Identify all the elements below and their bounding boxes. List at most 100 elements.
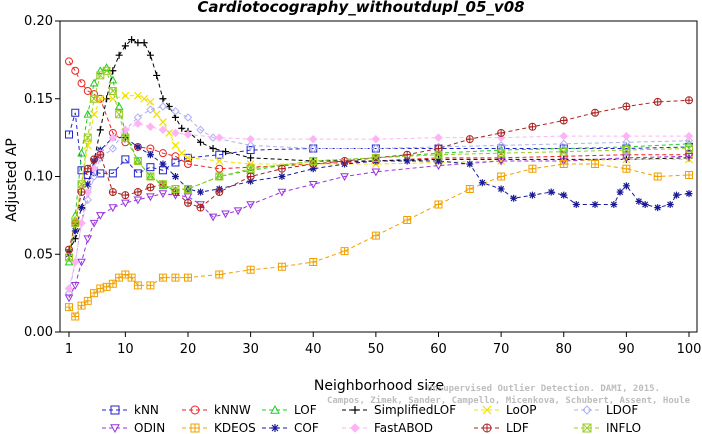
data-point-fastabod — [622, 131, 631, 141]
x-axis: 1 10 20 30 40 50 60 70 80 90 100 — [65, 332, 701, 357]
legend-label: ODIN — [134, 421, 165, 434]
data-point-cof — [641, 200, 649, 208]
data-point-inflo — [171, 184, 180, 193]
data-point-odin — [308, 180, 318, 189]
data-point-ldof — [559, 139, 568, 149]
data-point-simplifiedlof — [222, 148, 230, 156]
data-point-inflo — [497, 149, 506, 158]
data-point-kdeos — [685, 170, 693, 179]
data-point-fastabod — [158, 125, 168, 135]
data-point-ldof — [146, 105, 155, 114]
data-point-loop — [152, 110, 161, 119]
legend-item-kdeos: KDEOS — [182, 421, 256, 434]
series-inflo — [65, 66, 693, 262]
data-point-odin — [208, 213, 218, 222]
series-line-ldof — [68, 106, 690, 294]
data-point-knnw — [158, 149, 167, 158]
data-point-loop — [83, 141, 92, 150]
data-point-kdeos — [215, 270, 224, 279]
data-point-inflo — [121, 133, 130, 142]
series-ldf — [65, 96, 694, 254]
data-point-cof — [78, 204, 86, 212]
data-point-inflo — [309, 156, 318, 165]
series-line-inflo — [68, 69, 690, 258]
data-point-loop — [215, 157, 224, 165]
data-point-cof — [171, 173, 179, 180]
data-point-kdeos — [83, 296, 92, 305]
x-tick-label: 60 — [430, 342, 447, 357]
data-point-ldof — [309, 144, 318, 153]
data-point-cof — [622, 182, 630, 190]
data-point-cof — [84, 180, 92, 188]
data-point-fastabod — [108, 133, 118, 142]
data-point-lof — [684, 139, 694, 148]
data-point-fastabod — [684, 131, 694, 141]
legend-item-knnw: kNNW — [182, 403, 251, 417]
x-tick-label: 30 — [242, 342, 259, 357]
legend-label: kNN — [134, 403, 159, 417]
data-point-fastabod — [133, 119, 143, 128]
data-point-inflo — [71, 219, 80, 228]
data-point-ldf — [340, 156, 349, 165]
legend-item-simplifiedlof: SimplifiedLOF — [342, 403, 456, 417]
watermark-line-1: Unsupervised Outlier Detection. DAMI, 20… — [427, 383, 660, 394]
data-point-knn — [65, 130, 73, 139]
data-point-odin — [221, 210, 230, 219]
data-point-lof — [77, 148, 86, 157]
data-point-simplifiedlof — [121, 42, 129, 50]
data-point-ldf — [108, 188, 117, 197]
data-point-ldf — [96, 150, 105, 159]
data-point-ldf — [196, 203, 205, 212]
data-point-odin — [233, 207, 243, 216]
data-point-knn — [246, 146, 255, 155]
data-point-ldf — [215, 188, 224, 197]
data-point-odin — [183, 193, 193, 202]
data-point-loop — [171, 141, 180, 150]
legend-label: LOF — [294, 403, 317, 417]
data-point-ldf — [403, 150, 412, 159]
data-point-simplifiedlof — [159, 95, 167, 103]
y-axis-label: Adjusted AP — [4, 138, 20, 222]
legend-label: LDOF — [606, 403, 638, 417]
series-line-odin — [68, 155, 690, 299]
data-point-inflo — [102, 66, 111, 75]
data-point-fastabod — [171, 128, 180, 138]
data-point-kdeos — [465, 184, 474, 193]
data-point-simplifiedlof — [134, 39, 142, 47]
data-point-cof — [685, 190, 693, 198]
data-point-knn — [96, 169, 105, 178]
data-point-inflo — [685, 144, 693, 153]
data-point-kdeos — [591, 160, 600, 169]
data-point-kdeos — [108, 279, 117, 288]
data-point-cof — [510, 194, 518, 202]
data-point-ldf — [77, 188, 86, 197]
legend-marker-inflo — [582, 423, 592, 433]
data-point-cof — [572, 200, 580, 208]
data-point-fastabod — [183, 130, 193, 139]
data-point-loop — [184, 153, 192, 162]
data-point-cof — [247, 177, 255, 185]
data-point-cof — [616, 188, 624, 196]
data-point-knnw — [65, 57, 73, 66]
legend-item-odin: ODIN — [102, 421, 165, 434]
x-tick-label: 50 — [368, 342, 385, 357]
data-point-odin — [70, 282, 80, 290]
data-point-ldof — [196, 125, 205, 135]
data-point-knn — [146, 163, 155, 172]
data-point-lof — [95, 66, 105, 75]
data-point-ldof — [158, 102, 168, 111]
data-point-inflo — [215, 172, 224, 181]
data-point-cof — [497, 185, 505, 193]
data-point-odin — [622, 154, 631, 163]
series-line-knnw — [68, 61, 689, 170]
data-point-ldf — [277, 164, 286, 173]
data-point-ldf — [121, 191, 130, 200]
data-point-odin — [95, 212, 105, 220]
series-line-ldf — [68, 99, 690, 250]
series-line-loop — [68, 95, 689, 255]
series-knn — [65, 108, 693, 179]
legend-marker-loop — [482, 405, 492, 415]
legend-marker-fastabod — [350, 423, 360, 433]
data-point-cof — [654, 204, 662, 212]
data-point-knnw — [71, 66, 80, 75]
